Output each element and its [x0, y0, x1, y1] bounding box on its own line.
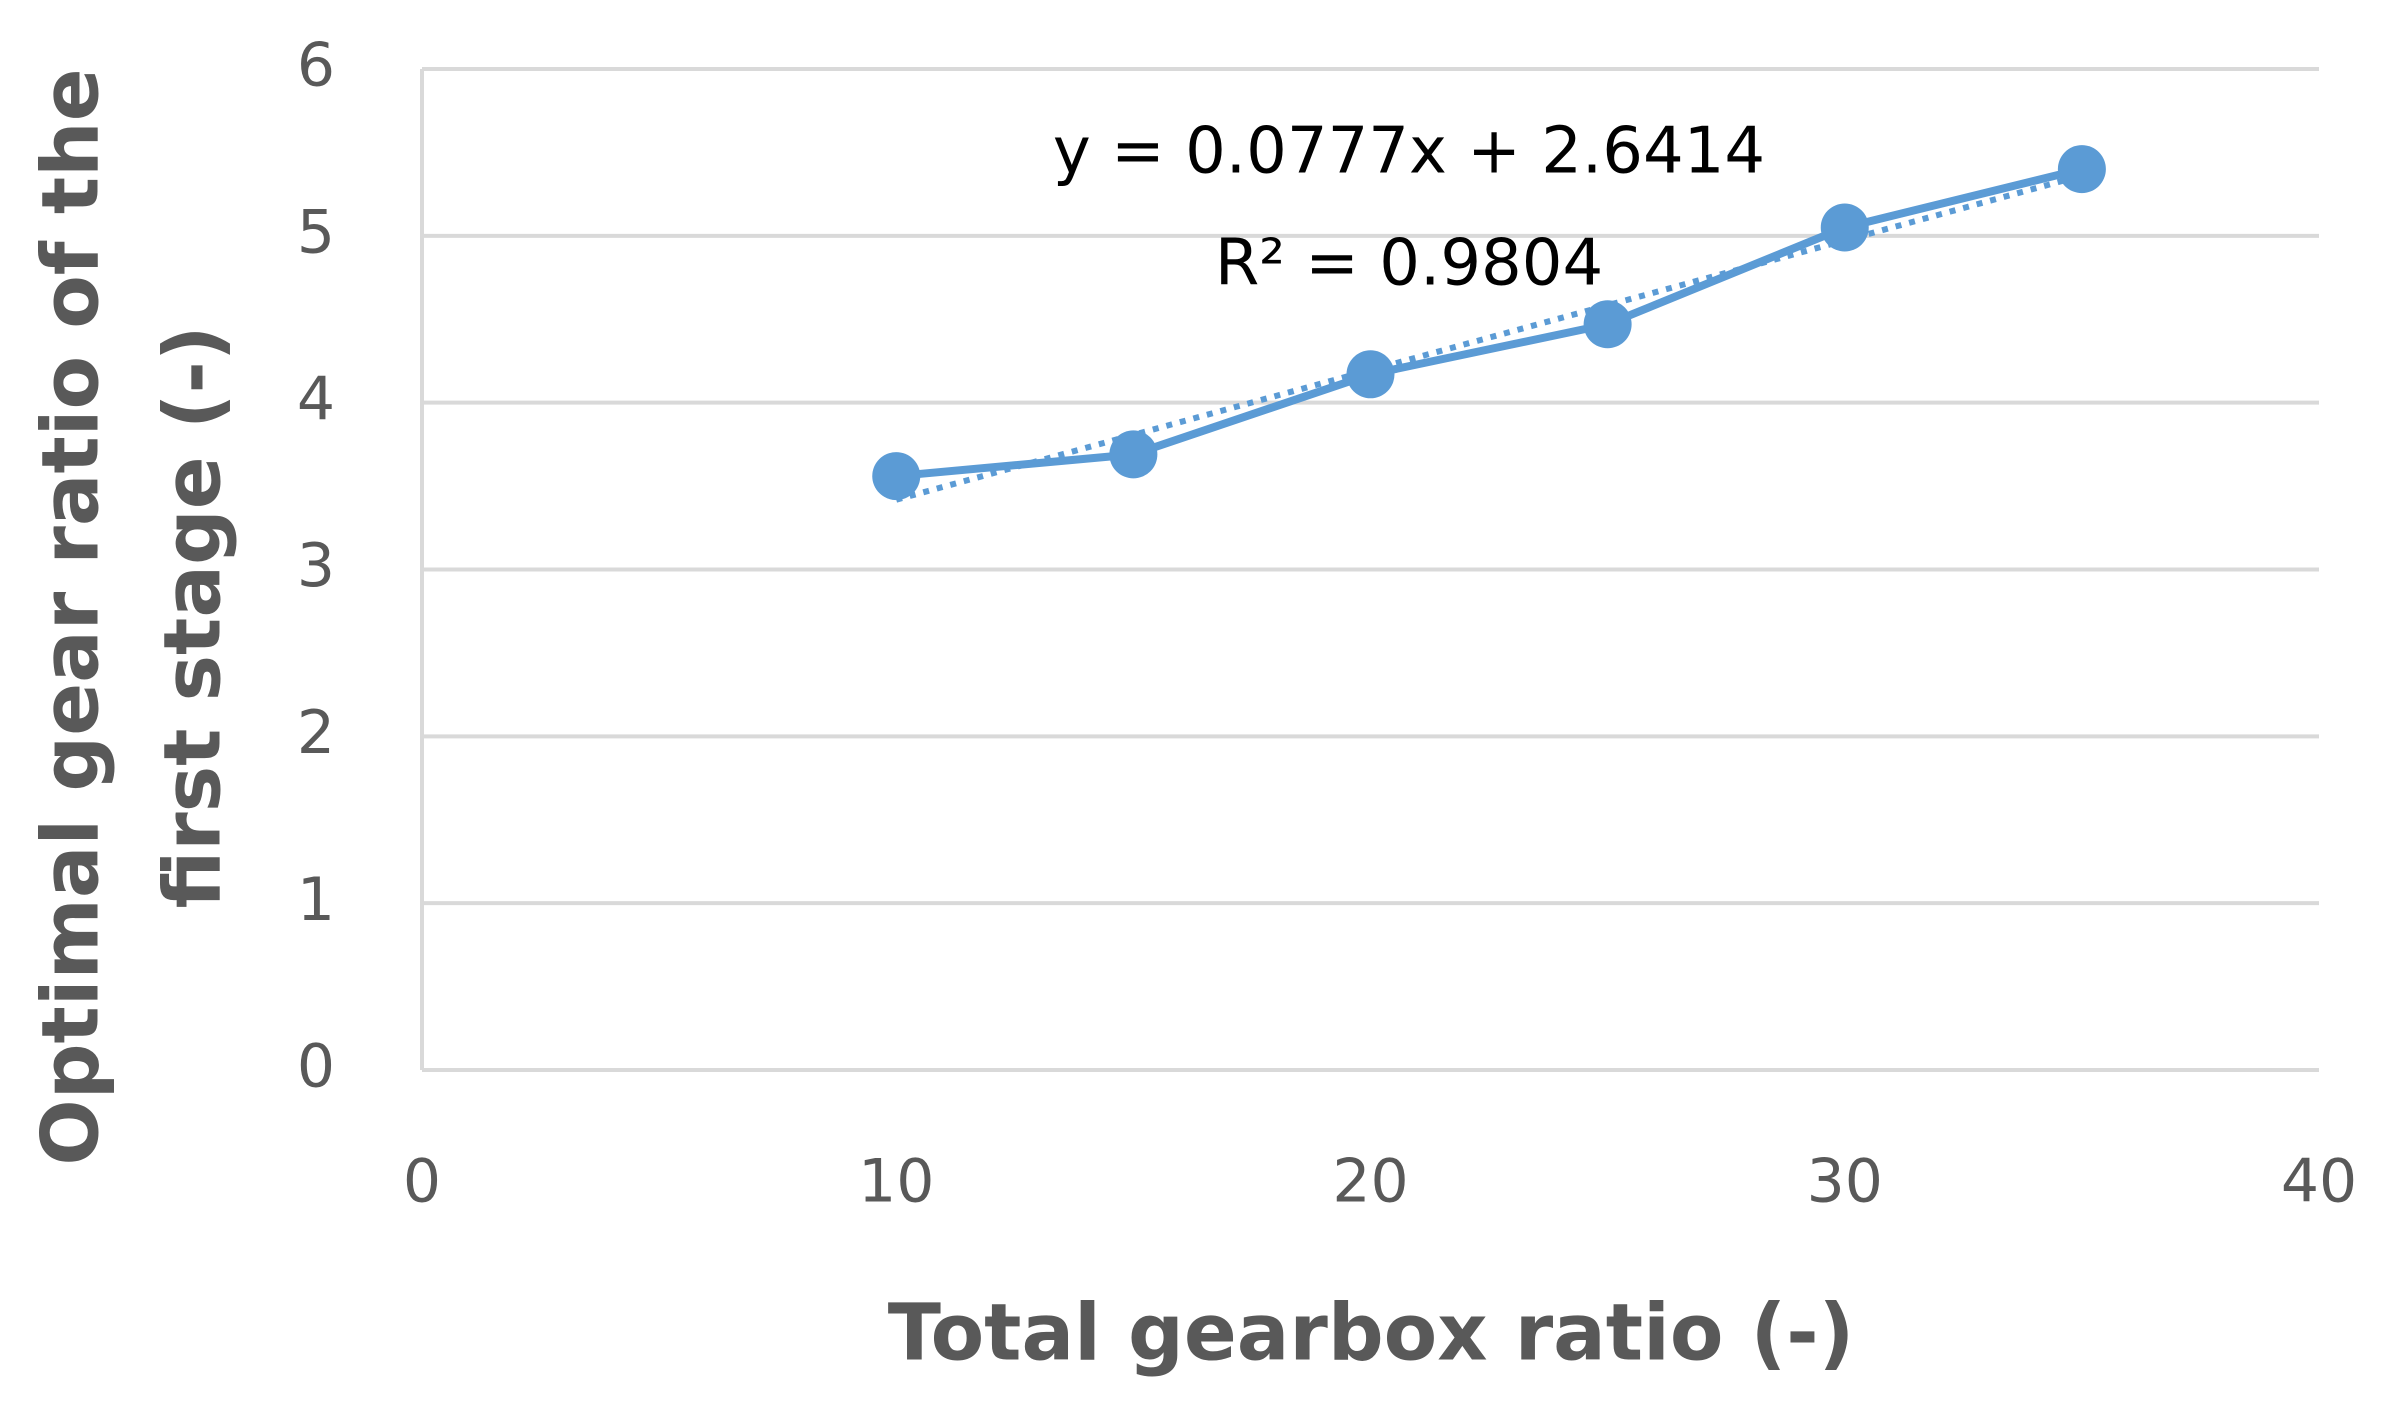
y-axis-title: Optimal gear ratio of the [26, 68, 116, 1165]
trendline-equation: y = 0.0777x + 2.6414 [1053, 115, 1765, 189]
x-tick-label: 40 [2281, 1147, 2357, 1217]
x-tick-label: 20 [1332, 1147, 1408, 1217]
y-tick-label: 3 [297, 531, 335, 601]
y-tick-label: 1 [297, 865, 335, 935]
x-axis-title: Total gearbox ratio (-) [888, 1288, 1855, 1378]
x-tick-label: 0 [403, 1147, 441, 1217]
series-line [895, 165, 2083, 481]
x-tick-label: 30 [1807, 1147, 1883, 1217]
point [2057, 145, 2106, 194]
point [1346, 350, 1395, 399]
point [1820, 203, 1869, 252]
point [1109, 430, 1158, 479]
y-tick-label: 5 [297, 197, 335, 267]
trendline [895, 172, 2083, 503]
y-tick-label: 6 [297, 31, 335, 101]
y-tick-label: 0 [297, 1032, 335, 1102]
x-tick-label: 10 [858, 1147, 934, 1217]
y-tick-label: 4 [297, 364, 335, 434]
y-axis-title: first stage (-) [148, 325, 238, 908]
trendline-r2: R² = 0.9804 [1215, 227, 1603, 301]
y-tick-label: 2 [297, 698, 335, 768]
point [872, 452, 921, 501]
point [1583, 300, 1632, 349]
